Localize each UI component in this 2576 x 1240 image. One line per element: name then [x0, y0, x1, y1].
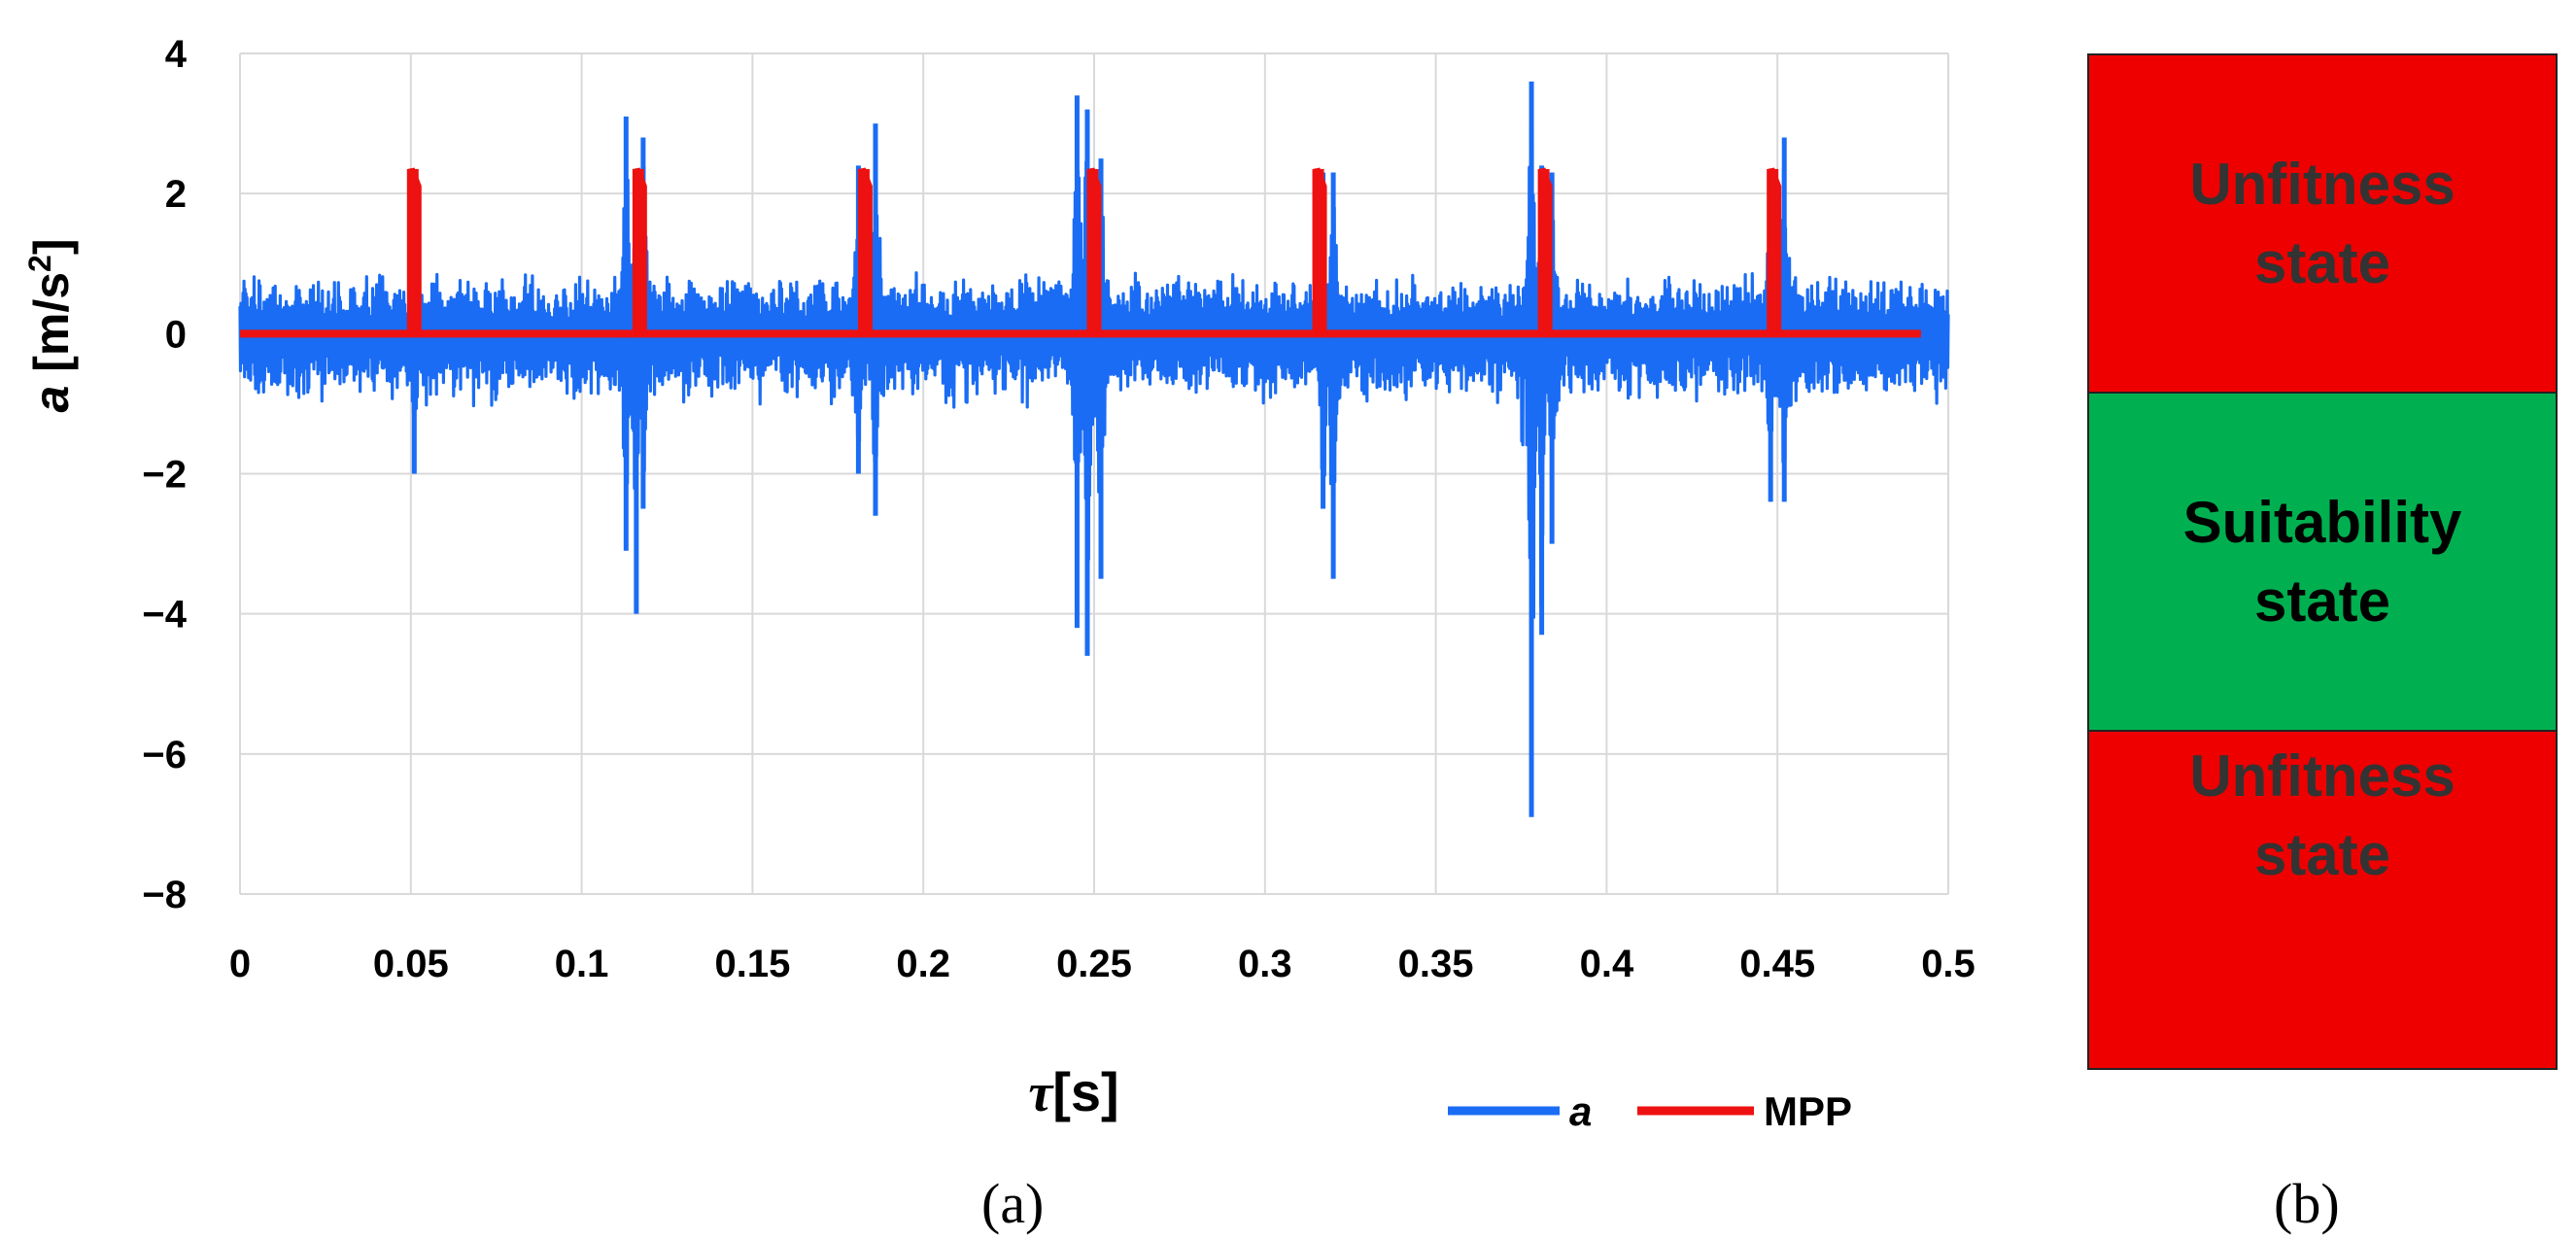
series-mpp-pulse [634, 168, 644, 334]
series-mpp-pulse [1769, 168, 1779, 334]
state-label-unfitness-upper: Unfitness state [2189, 152, 2456, 295]
y-tick-label: 4 [165, 33, 188, 76]
legend: a MPP [1448, 1088, 1852, 1134]
y-tick-label: 0 [165, 313, 187, 356]
x-tick-label: 0.1 [555, 943, 609, 985]
x-tick-label: 0.45 [1739, 943, 1815, 985]
y-tick-label: −2 [142, 454, 187, 497]
legend-label-a: a [1569, 1088, 1592, 1134]
state-box-unfitness-lower: Unfitness state [2087, 730, 2558, 1070]
x-tick-label: 0.05 [373, 943, 449, 985]
state-box-unfitness-upper: Unfitness state [2087, 53, 2558, 394]
state-label-unfitness-lower: Unfitness state [2189, 743, 2456, 887]
series-mpp-pulse [408, 168, 419, 334]
panel-b-caption: (b) [2274, 1172, 2340, 1235]
y-tick-label: −8 [142, 874, 187, 916]
series-mpp-pulse [859, 168, 870, 334]
series-mpp-pulse [1088, 168, 1099, 334]
series-mpp [240, 167, 1921, 338]
x-tick-label: 0.25 [1056, 943, 1132, 985]
y-tick-label: −4 [142, 594, 187, 637]
x-tick-label: 0.5 [1921, 943, 1975, 985]
x-axis-title: τ[s] [1028, 1061, 1118, 1123]
series-mpp-pulse [1314, 168, 1324, 334]
x-tick-label: 0.15 [714, 943, 790, 985]
y-tick-label: −6 [142, 734, 187, 776]
panel-a-caption: (a) [981, 1172, 1045, 1235]
tick-labels: 0 0.05 0.1 0.15 0.2 0.25 0.3 0.35 0.4 0.45 0.5420−… [142, 33, 1975, 985]
state-label-suitability: Suitability state [2182, 490, 2462, 634]
x-tick-label: 0.3 [1238, 943, 1292, 985]
x-tick-label: 0 [229, 943, 251, 985]
x-tick-label: 0.35 [1398, 943, 1474, 985]
series-mpp-pulse [1539, 168, 1550, 334]
x-tick-label: 0.2 [896, 943, 950, 985]
legend-label-mpp: MPP [1764, 1088, 1852, 1134]
state-box-suitability: Suitability state [2087, 392, 2558, 732]
y-tick-label: 2 [165, 173, 187, 216]
x-tick-label: 0.4 [1580, 943, 1634, 985]
y-axis-title: a [m/s2] [22, 239, 79, 413]
